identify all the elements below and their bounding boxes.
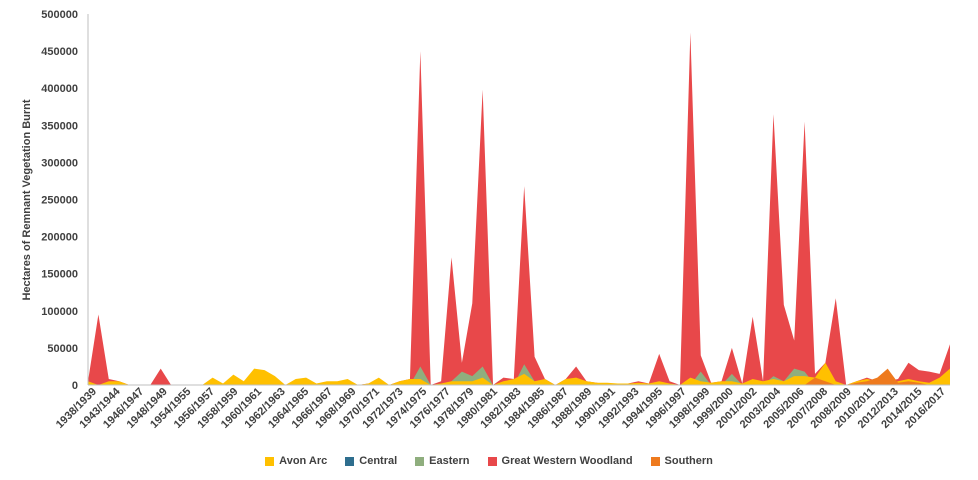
y-axis-title: Hectares of Remnant Vegetation Burnt <box>21 99 33 300</box>
y-tick-label: 100000 <box>41 306 78 318</box>
series-area-avon-arc <box>88 362 950 385</box>
legend-label: Avon Arc <box>279 455 328 467</box>
legend-item: Central <box>345 455 397 467</box>
x-axis-ticks: 1938/19391943/19441946/19471948/19491954… <box>54 385 948 431</box>
y-tick-label: 150000 <box>41 269 78 281</box>
series-area-great-western-woodland <box>88 32 950 386</box>
legend-label: Eastern <box>429 455 470 467</box>
legend-swatch <box>650 456 660 466</box>
y-axis-ticks: 0 50000 100000 150000 200000 250000 300000 3500… <box>41 9 78 392</box>
y-tick-label: 200000 <box>41 232 78 244</box>
legend-label: Central <box>359 455 398 467</box>
axes <box>87 14 950 386</box>
series-area-southern <box>88 368 950 385</box>
legend-item: Avon Arc <box>265 455 327 467</box>
legend-label: Southern <box>664 455 713 467</box>
y-tick-label: 400000 <box>41 83 78 95</box>
legend-item: Eastern <box>415 455 470 467</box>
legend-item: Southern <box>650 455 713 467</box>
y-tick-label: 250000 <box>41 195 78 207</box>
y-tick-label: 450000 <box>41 46 78 58</box>
legend-swatch <box>345 456 355 466</box>
legend-swatch <box>415 456 425 466</box>
y-tick-label: 300000 <box>41 157 78 169</box>
legend-swatch <box>487 456 497 466</box>
y-tick-label: 500000 <box>41 9 78 21</box>
y-tick-label: 50000 <box>47 343 78 355</box>
legend: Avon Arc Central Eastern Great Western Wood… <box>0 455 978 467</box>
y-tick-label: 350000 <box>41 120 78 132</box>
plot-area <box>88 32 950 386</box>
legend-swatch <box>265 456 275 466</box>
y-tick-label: 0 <box>72 380 78 392</box>
series-area-eastern <box>88 364 950 385</box>
legend-item: Great Western Woodland <box>487 455 633 467</box>
legend-label: Great Western Woodland <box>501 455 633 467</box>
